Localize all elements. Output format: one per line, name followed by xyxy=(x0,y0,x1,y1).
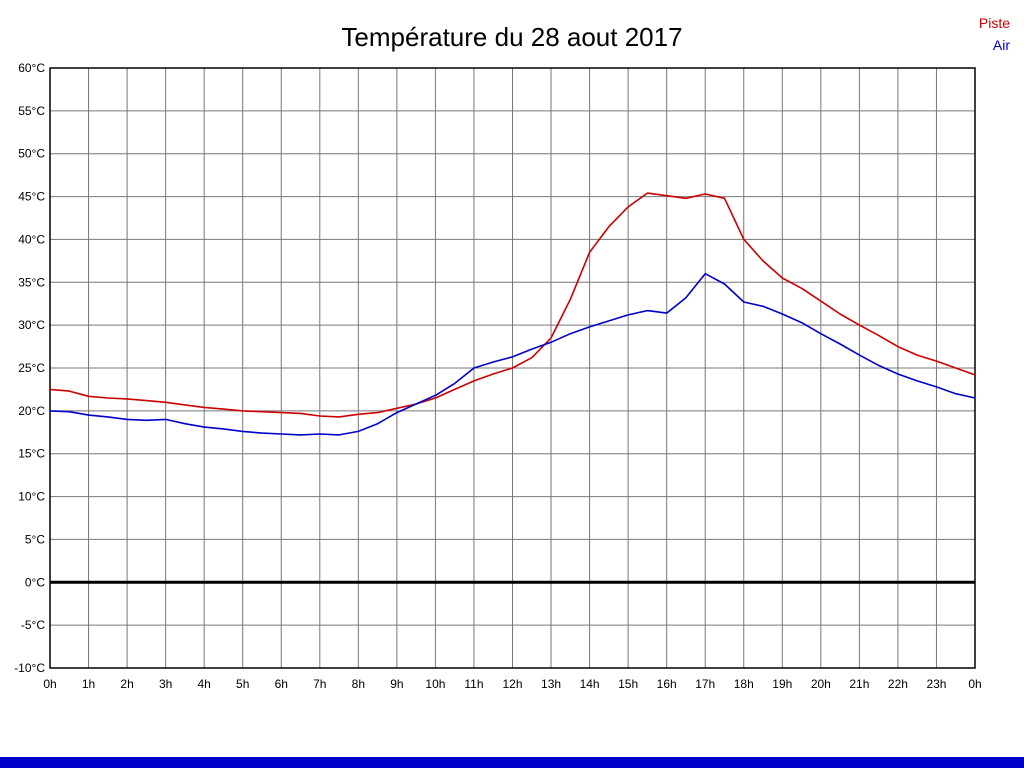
footer-bar xyxy=(0,757,1024,768)
svg-text:11h: 11h xyxy=(464,677,483,691)
svg-text:16h: 16h xyxy=(657,677,677,691)
svg-text:-5°C: -5°C xyxy=(21,618,45,632)
svg-text:20°C: 20°C xyxy=(18,404,45,418)
svg-text:1h: 1h xyxy=(82,677,95,691)
legend-item-air: Air xyxy=(992,37,1010,53)
svg-text:14h: 14h xyxy=(580,677,600,691)
svg-text:0h: 0h xyxy=(968,677,981,691)
svg-text:45°C: 45°C xyxy=(18,190,45,204)
svg-text:6h: 6h xyxy=(275,677,288,691)
svg-text:4h: 4h xyxy=(197,677,210,691)
svg-text:25°C: 25°C xyxy=(18,361,45,375)
svg-text:5°C: 5°C xyxy=(25,532,45,546)
svg-text:55°C: 55°C xyxy=(18,104,45,118)
svg-text:10h: 10h xyxy=(425,677,445,691)
svg-text:10°C: 10°C xyxy=(18,490,45,504)
svg-text:9h: 9h xyxy=(390,677,403,691)
svg-text:2h: 2h xyxy=(120,677,133,691)
svg-text:17h: 17h xyxy=(695,677,715,691)
chart-title: Température du 28 aout 2017 xyxy=(341,22,683,52)
svg-text:15h: 15h xyxy=(618,677,638,691)
chart-legend: Piste Air xyxy=(979,12,1010,56)
svg-text:0h: 0h xyxy=(43,677,56,691)
svg-text:40°C: 40°C xyxy=(18,232,45,246)
svg-text:18h: 18h xyxy=(734,677,754,691)
svg-text:19h: 19h xyxy=(772,677,792,691)
svg-text:50°C: 50°C xyxy=(18,147,45,161)
svg-text:8h: 8h xyxy=(352,677,365,691)
svg-text:15°C: 15°C xyxy=(18,447,45,461)
svg-text:21h: 21h xyxy=(849,677,869,691)
svg-text:13h: 13h xyxy=(541,677,561,691)
legend-item-piste: Piste xyxy=(978,15,1010,31)
svg-text:5h: 5h xyxy=(236,677,249,691)
svg-text:12h: 12h xyxy=(502,677,522,691)
svg-text:0°C: 0°C xyxy=(25,575,45,589)
svg-text:23h: 23h xyxy=(926,677,946,691)
temperature-line-chart: 60°C 55°C 50°C 45°C 40°C 35°C 30°C 25°C 20°C 15°C… xyxy=(14,61,981,691)
svg-text:20h: 20h xyxy=(811,677,831,691)
svg-text:7h: 7h xyxy=(313,677,326,691)
svg-text:30°C: 30°C xyxy=(18,318,45,332)
svg-text:60°C: 60°C xyxy=(18,61,45,75)
svg-text:-10°C: -10°C xyxy=(14,661,45,675)
svg-text:35°C: 35°C xyxy=(18,275,45,289)
svg-text:3h: 3h xyxy=(159,677,172,691)
svg-text:22h: 22h xyxy=(888,677,908,691)
